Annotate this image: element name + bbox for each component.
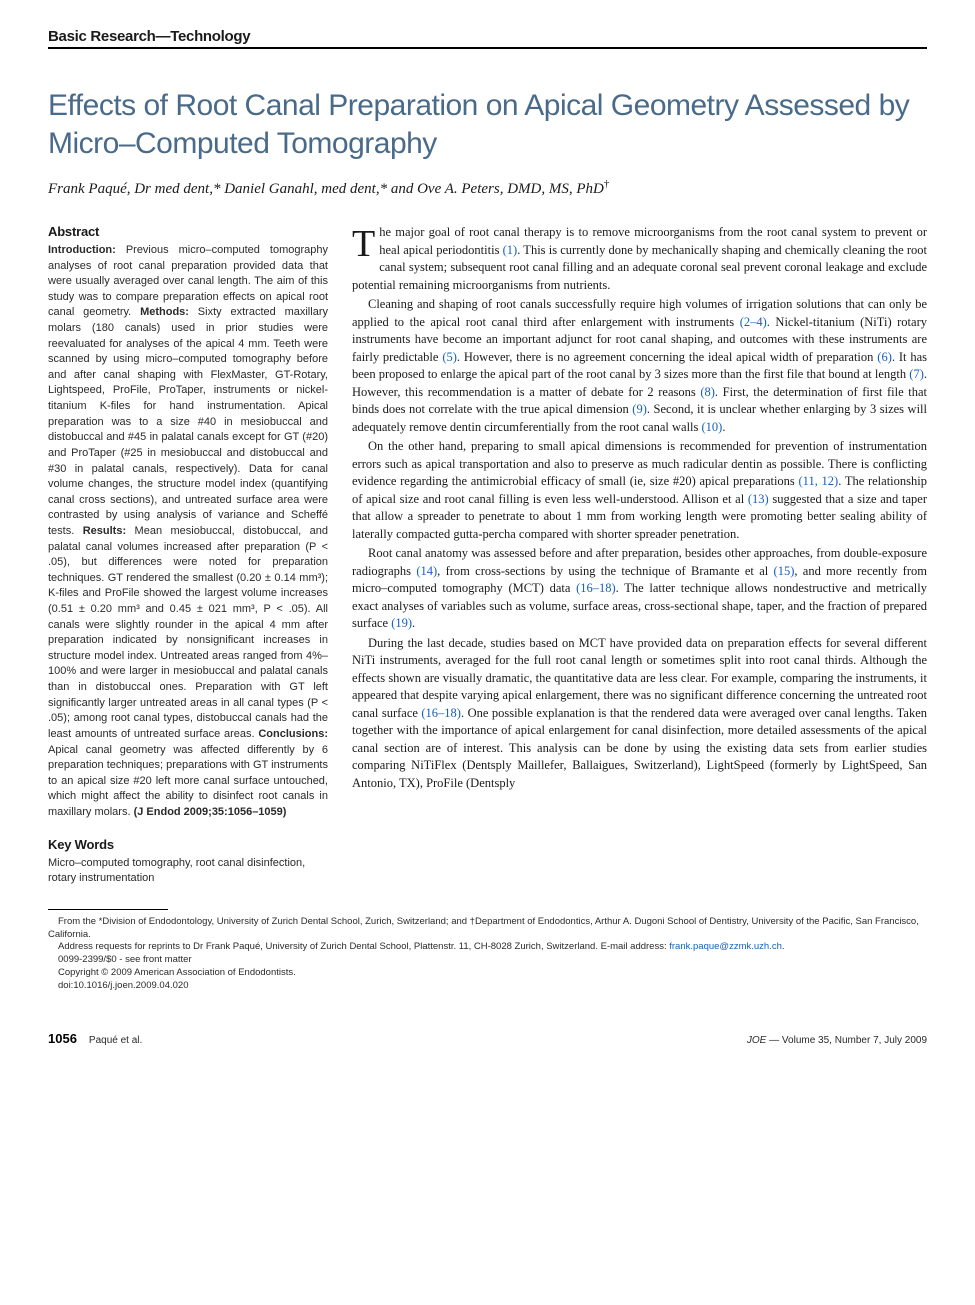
ref-5[interactable]: (5) bbox=[442, 350, 457, 364]
left-column: Abstract Introduction: Previous micro–co… bbox=[48, 224, 328, 887]
results-label: Results: bbox=[83, 525, 126, 537]
right-column: The major goal of root canal therapy is … bbox=[352, 224, 927, 887]
methods-label: Methods: bbox=[140, 306, 189, 318]
ref-13[interactable]: (13) bbox=[748, 492, 769, 506]
reprint-post: . bbox=[782, 941, 785, 952]
body-p2: Cleaning and shaping of root canals succ… bbox=[352, 296, 927, 436]
body-p1: The major goal of root canal therapy is … bbox=[352, 224, 927, 294]
footnote-rule bbox=[48, 909, 168, 910]
footnote-reprint: Address requests for reprints to Dr Fran… bbox=[48, 941, 927, 954]
authors-line: Frank Paqué, Dr med dent,* Daniel Ganahl… bbox=[48, 178, 927, 198]
ref-10[interactable]: (10) bbox=[702, 420, 723, 434]
ref-14[interactable]: (14) bbox=[416, 564, 437, 578]
footnotes: From the *Division of Endodontology, Uni… bbox=[48, 916, 927, 993]
ref-15[interactable]: (15) bbox=[774, 564, 795, 578]
ref-16-18b[interactable]: (16–18) bbox=[421, 706, 461, 720]
abstract-citation: (J Endod 2009;35:1056–1059) bbox=[134, 806, 287, 818]
footer-right: JOE — Volume 35, Number 7, July 2009 bbox=[747, 1035, 927, 1046]
ref-1[interactable]: (1) bbox=[503, 243, 518, 257]
body-p4: Root canal anatomy was assessed before a… bbox=[352, 545, 927, 633]
reprint-pre: Address requests for reprints to Dr Fran… bbox=[58, 941, 669, 952]
footer-authors: Paqué et al. bbox=[89, 1035, 142, 1046]
ref-2-4[interactable]: (2–4) bbox=[740, 315, 767, 329]
footnote-affil: From the *Division of Endodontology, Uni… bbox=[48, 916, 927, 942]
footer-left: 1056 Paqué et al. bbox=[48, 1031, 142, 1046]
methods-text: Sixty extracted maxillary molars (180 ca… bbox=[48, 306, 328, 537]
issue-info: — Volume 35, Number 7, July 2009 bbox=[766, 1035, 927, 1046]
author-text: Frank Paqué, Dr med dent,* Daniel Ganahl… bbox=[48, 181, 609, 197]
ref-8[interactable]: (8) bbox=[700, 385, 715, 399]
intro-label: Introduction: bbox=[48, 244, 116, 256]
dropcap: T bbox=[352, 224, 379, 260]
ref-7[interactable]: (7) bbox=[909, 367, 924, 381]
ref-16-18a[interactable]: (16–18) bbox=[576, 581, 616, 595]
page-number: 1056 bbox=[48, 1031, 77, 1046]
ref-19[interactable]: (19) bbox=[391, 616, 412, 630]
body-p5: During the last decade, studies based on… bbox=[352, 635, 927, 793]
email-link[interactable]: frank.paque@zzmk.uzh.ch bbox=[669, 941, 782, 952]
journal-abbr: JOE bbox=[747, 1035, 766, 1046]
abstract-heading: Abstract bbox=[48, 224, 328, 239]
footnote-copyright: Copyright © 2009 American Association of… bbox=[48, 967, 927, 980]
abstract-body: Introduction: Previous micro–computed to… bbox=[48, 243, 328, 821]
body-p3: On the other hand, preparing to small ap… bbox=[352, 438, 927, 543]
section-header: Basic Research—Technology bbox=[48, 28, 927, 49]
keywords-heading: Key Words bbox=[48, 837, 328, 852]
ref-11-12[interactable]: (11, 12) bbox=[799, 474, 839, 488]
page-title: Effects of Root Canal Preparation on Api… bbox=[48, 87, 927, 162]
results-text: Mean mesiobuccal, distobuccal, and palat… bbox=[48, 525, 328, 740]
footnote-doi: doi:10.1016/j.joen.2009.04.020 bbox=[48, 980, 927, 993]
ref-6[interactable]: (6) bbox=[877, 350, 892, 364]
ref-9[interactable]: (9) bbox=[632, 402, 647, 416]
page-footer: 1056 Paqué et al. JOE — Volume 35, Numbe… bbox=[48, 1031, 927, 1046]
footnote-code: 0099-2399/$0 - see front matter bbox=[48, 954, 927, 967]
keywords-body: Micro–computed tomography, root canal di… bbox=[48, 856, 328, 887]
conclusions-label: Conclusions: bbox=[258, 728, 328, 740]
